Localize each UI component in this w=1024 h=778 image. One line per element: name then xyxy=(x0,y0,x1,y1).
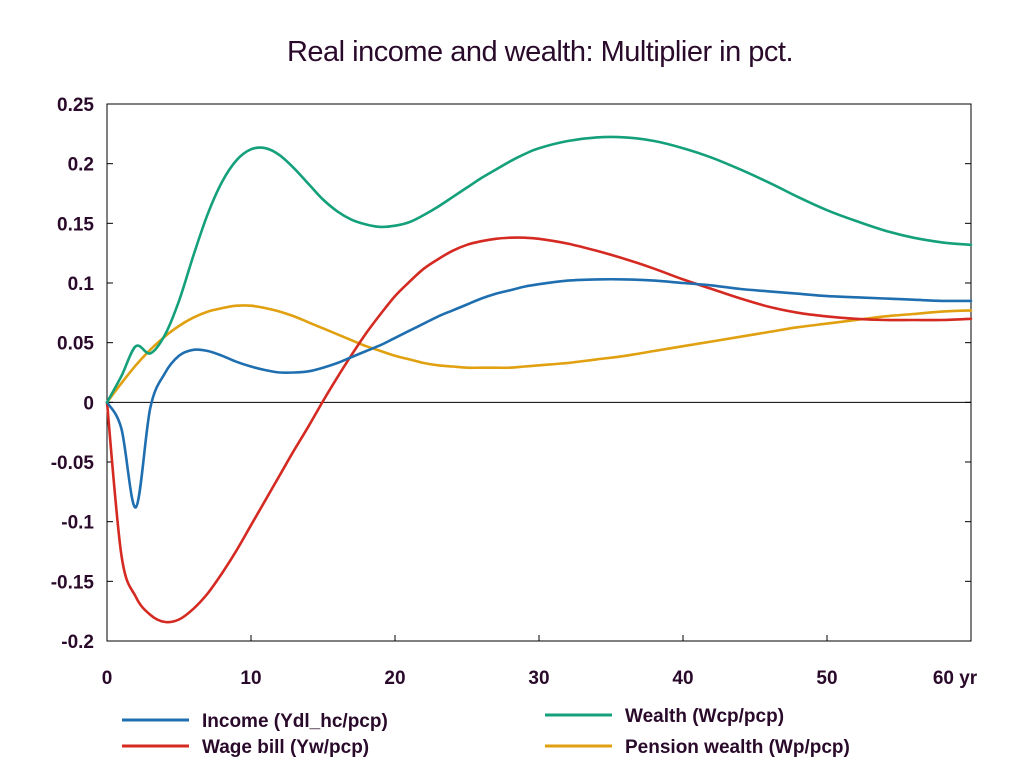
series-line-wage-2 xyxy=(105,236,973,624)
chart-title: Real income and wealth: Multiplier in pc… xyxy=(287,36,793,68)
x-tick-label: 20 xyxy=(384,668,405,689)
legend-label: Wage bill (Yw/pcp) xyxy=(202,737,369,758)
y-tick-label: -0.1 xyxy=(61,513,94,534)
y-tick-label: 0.25 xyxy=(57,95,94,116)
x-tick-label: 40 xyxy=(672,668,693,689)
series-line-pension-3 xyxy=(105,304,973,404)
legend-label: Wealth (Wcp/pcp) xyxy=(625,706,784,727)
x-tick-label: 0 xyxy=(102,668,113,689)
y-tick-label: 0.15 xyxy=(57,214,94,235)
y-tick-label: 0.1 xyxy=(68,274,95,295)
x-tick-label: 50 xyxy=(816,668,837,689)
x-tick-label: 10 xyxy=(240,668,261,689)
y-tick-label: 0 xyxy=(83,393,94,414)
x-tick-label: 30 xyxy=(528,668,549,689)
series-line-income-0 xyxy=(105,277,973,509)
y-tick-label: -0.05 xyxy=(51,453,95,474)
y-axis: 0.25 0.2 0.15 0.1 0.05 0 -0.05 -0.1 -0.15 -0.2 xyxy=(51,95,971,653)
x-axis: 0 10 20 30 40 50 60 yr xyxy=(102,635,978,689)
legend-label: Income (Ydl_hc/pcp) xyxy=(202,711,388,732)
x-tick-label: 60 yr xyxy=(933,668,978,689)
legend: Income (Ydl_hc/pcp) Wage bill (Yw/pcp) Wea… xyxy=(122,706,850,758)
plot-frame xyxy=(106,103,972,642)
y-tick-label: -0.2 xyxy=(61,632,94,653)
legend-label: Pension wealth (Wp/pcp) xyxy=(625,737,850,758)
series-lines xyxy=(105,135,973,624)
series-line-wealth-1 xyxy=(105,135,973,404)
y-tick-label: -0.15 xyxy=(51,572,95,593)
y-tick-label: 0.2 xyxy=(68,155,94,176)
y-tick-label: 0.05 xyxy=(57,334,94,355)
